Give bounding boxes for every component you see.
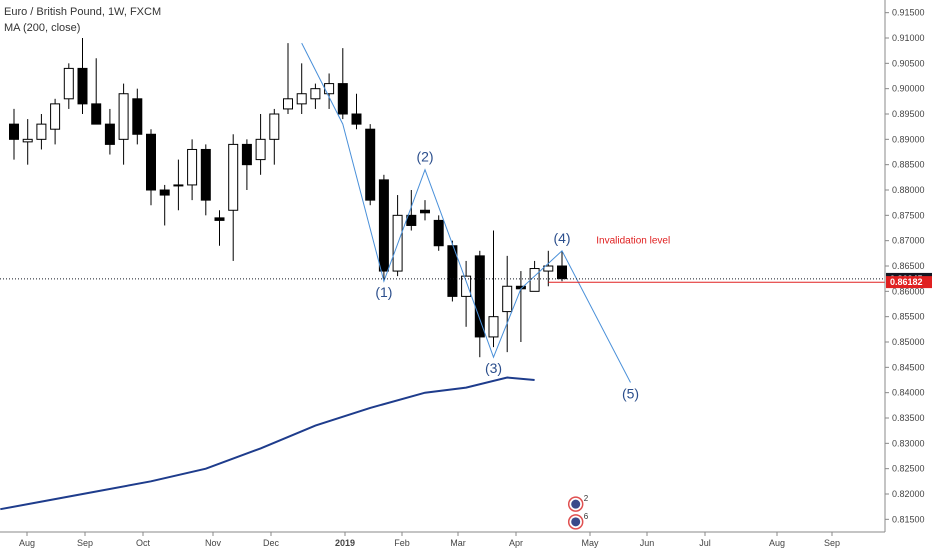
candle: [200, 144, 211, 216]
price-tick: 0.88500: [892, 160, 925, 170]
price-tick: 0.84500: [892, 362, 925, 372]
wave-label: (5): [622, 386, 639, 402]
events-layer: 26: [567, 494, 589, 530]
candle: [36, 114, 47, 150]
candle: [63, 63, 74, 109]
moving-average-layer: [0, 376, 535, 511]
price-tick: 0.91500: [892, 8, 925, 18]
price-tick: 0.84000: [892, 388, 925, 398]
wave-label: (3): [485, 360, 502, 376]
price-tick: 0.81500: [892, 514, 925, 524]
candle: [269, 108, 280, 165]
candle: [118, 83, 129, 165]
price-axis[interactable]: 0.91500 0.91000 0.90500 0.90000 0.89500 0.890…: [884, 0, 932, 532]
price-tick: 0.89500: [892, 109, 925, 119]
price-levels-layer: [0, 278, 885, 283]
candle: [255, 114, 266, 175]
candle: [310, 83, 321, 109]
price-tick: 0.90500: [892, 58, 925, 68]
candle: [77, 38, 88, 114]
candle: [433, 215, 444, 251]
symbol-title[interactable]: Euro / British Pound, 1W, FXCM: [4, 6, 162, 18]
time-tick: Aug: [769, 538, 785, 548]
invalidation-level-label: Invalidation level: [596, 236, 670, 247]
chart-legend: Euro / British Pound, 1W, FXCM MA (200, …: [4, 4, 161, 36]
time-tick: Jul: [699, 538, 711, 548]
price-tick: 0.86500: [892, 261, 925, 271]
candle: [461, 260, 472, 327]
time-tick: Nov: [205, 538, 222, 548]
price-tick: 0.88000: [892, 185, 925, 195]
time-tick: May: [581, 538, 599, 548]
price-tick: 0.82000: [892, 489, 925, 499]
candle: [337, 48, 348, 120]
indicator-label[interactable]: MA (200, close): [4, 22, 81, 34]
candle: [132, 88, 143, 145]
candle: [173, 159, 184, 211]
candle: [557, 250, 567, 282]
candle: [187, 139, 198, 201]
time-tick: Sep: [77, 538, 93, 548]
candle: [146, 129, 156, 206]
price-tick: 0.85500: [892, 312, 925, 322]
candle: [228, 134, 239, 261]
time-axis[interactable]: Aug Sep Oct Nov Dec 2019 Feb Mar Apr May Jun Jul Aug…: [0, 531, 885, 548]
time-tick: Aug: [19, 538, 35, 548]
event-marker[interactable]: 2: [567, 494, 589, 512]
candle: [420, 200, 430, 221]
candle: [365, 124, 376, 206]
candle: [214, 210, 225, 246]
candle: [447, 240, 458, 302]
candle: [241, 139, 252, 190]
wave-label: (4): [553, 230, 570, 246]
candle: [283, 43, 293, 114]
candle: [502, 255, 513, 353]
time-tick: Dec: [263, 538, 280, 548]
price-tick: 0.85000: [892, 337, 925, 347]
candle: [22, 119, 33, 165]
candle: [50, 98, 61, 145]
price-tick: 0.83000: [892, 438, 925, 448]
price-tag: 0.86182: [886, 276, 932, 289]
candle: [515, 271, 526, 342]
candles-layer: [9, 38, 567, 358]
time-tick: 2019: [335, 538, 355, 548]
time-tick: Oct: [136, 538, 151, 548]
candle: [104, 108, 115, 155]
ma-line: [0, 376, 535, 511]
candle: [296, 63, 307, 114]
candle: [91, 58, 102, 125]
price-tick: 0.87500: [892, 210, 925, 220]
wave-label: (2): [416, 149, 433, 165]
elliott-wave-layer: (1) (2) (3) (4) (5): [301, 42, 639, 402]
time-tick: Feb: [394, 538, 410, 548]
event-count: 2: [584, 494, 589, 503]
candle: [378, 174, 389, 282]
candle: [543, 250, 554, 287]
candle: [474, 250, 485, 358]
price-tick: 0.91000: [892, 33, 925, 43]
wave-label: (1): [375, 284, 392, 300]
time-tick: Apr: [509, 538, 523, 548]
price-tick: 0.87000: [892, 236, 925, 246]
price-tick: 0.83500: [892, 413, 925, 423]
candle: [159, 184, 170, 226]
time-tick: Jun: [640, 538, 655, 548]
candle: [488, 230, 499, 348]
candle: [406, 190, 417, 231]
price-tick: 0.89000: [892, 134, 925, 144]
event-marker[interactable]: 6: [567, 512, 589, 530]
wave-path[interactable]: [301, 42, 631, 383]
svg-text:0.86182: 0.86182: [890, 277, 923, 287]
time-tick: Sep: [824, 538, 840, 548]
candle: [9, 108, 19, 160]
price-tick: 0.86000: [892, 286, 925, 296]
price-tick: 0.82500: [892, 464, 925, 474]
event-count: 6: [584, 512, 589, 521]
price-tick: 0.90000: [892, 84, 925, 94]
time-tick: Mar: [450, 538, 466, 548]
candle: [351, 93, 362, 130]
